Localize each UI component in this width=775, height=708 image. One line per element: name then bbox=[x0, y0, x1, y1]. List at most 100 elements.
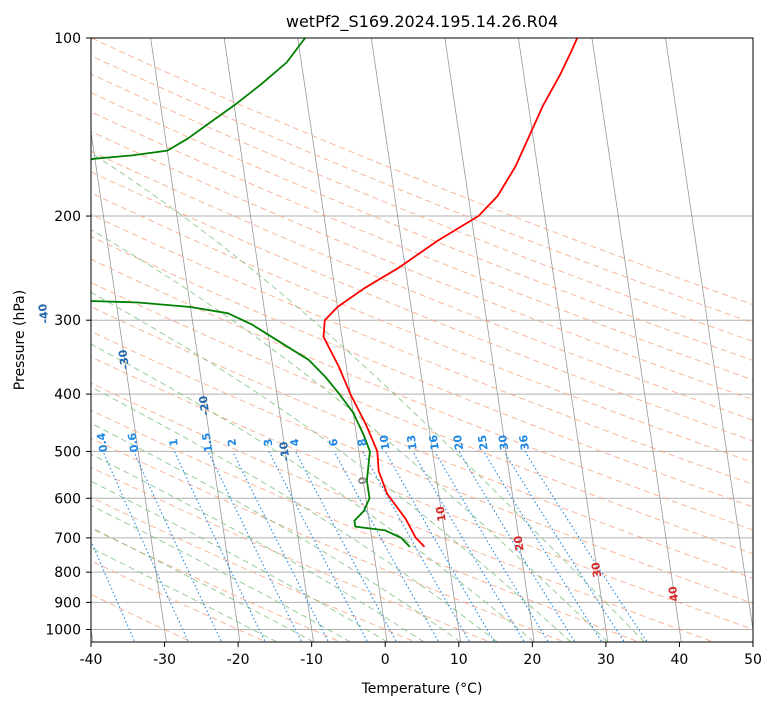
isotherm-label: 20 bbox=[512, 535, 527, 552]
y-tick-label: 600 bbox=[54, 491, 81, 507]
y-axis-ticks: 100 200 300 400 500 600 700 800 900 1000 bbox=[45, 31, 91, 638]
mixing-ratio-label: 0.6 bbox=[125, 432, 141, 454]
dry-adiabat-line bbox=[91, 356, 753, 631]
mixing-ratio-line bbox=[412, 451, 525, 642]
mixing-ratio-label: 10 bbox=[377, 434, 392, 451]
isotherm-label: -10 bbox=[277, 440, 293, 462]
y-tick-label: 700 bbox=[54, 531, 81, 547]
moist-adiabat-line bbox=[91, 152, 645, 642]
dry-adiabat-line bbox=[91, 466, 492, 642]
isotherm-line bbox=[91, 129, 167, 642]
skewed-isotherms bbox=[91, 38, 753, 642]
mixing-ratio-line bbox=[268, 451, 369, 642]
y-tick-label: 900 bbox=[54, 595, 81, 611]
y-tick-label: 800 bbox=[54, 565, 81, 581]
chart-title: wetPf2_S169.2024.195.14.26.R04 bbox=[286, 12, 558, 32]
mixing-ratio-label: 4 bbox=[288, 437, 302, 447]
mixing-ratio-label: 13 bbox=[405, 434, 420, 451]
dry-adiabat-line bbox=[91, 171, 753, 442]
moist-adiabats bbox=[91, 152, 645, 642]
moist-adiabat-line bbox=[91, 453, 425, 642]
isotherm-label: 0 bbox=[356, 476, 370, 486]
dry-adiabat-line bbox=[91, 92, 753, 361]
temperature-profile bbox=[322, 38, 579, 548]
isotherm-line bbox=[517, 38, 609, 642]
x-tick-label: -10 bbox=[300, 652, 323, 668]
mixing-ratio-line bbox=[483, 451, 603, 642]
mixing-ratio-label: 20 bbox=[451, 434, 466, 451]
y-tick-label: 1000 bbox=[45, 622, 81, 638]
dry-adiabat-line bbox=[91, 150, 753, 421]
isotherm-label: -20 bbox=[197, 394, 213, 416]
x-axis-label: Temperature (°C) bbox=[361, 681, 483, 697]
x-tick-label: -40 bbox=[80, 652, 103, 668]
y-tick-label: 500 bbox=[54, 444, 81, 460]
mixing-ratio-line bbox=[503, 451, 626, 642]
dry-adiabat-line bbox=[91, 213, 753, 485]
isotherm-label: 40 bbox=[666, 585, 681, 602]
pressure-gridlines bbox=[91, 38, 753, 630]
y-axis-label: Pressure (hPa) bbox=[12, 290, 28, 390]
isotherm-label: 30 bbox=[589, 561, 604, 578]
mixing-ratio-label: 36 bbox=[517, 434, 532, 451]
mixing-ratio-label: 0.4 bbox=[95, 432, 111, 454]
moist-adiabat-line bbox=[91, 343, 535, 642]
dry-adiabat-line bbox=[91, 527, 342, 642]
dry-adiabat-line bbox=[91, 409, 641, 642]
y-tick-label: 100 bbox=[54, 31, 81, 47]
x-tick-label: -20 bbox=[227, 652, 250, 668]
dry-adiabat-line bbox=[91, 282, 753, 555]
x-tick-label: 30 bbox=[597, 652, 615, 668]
mixing-ratio-line bbox=[207, 451, 303, 642]
moist-adiabat-line bbox=[91, 291, 572, 642]
x-axis-ticks: -40 -30 -20 -10 0 10 20 30 40 50 bbox=[80, 642, 762, 668]
x-tick-label: 20 bbox=[523, 652, 541, 668]
x-tick-label: 0 bbox=[381, 652, 390, 668]
mixing-ratio-label: 25 bbox=[476, 434, 491, 451]
isotherm-line bbox=[370, 38, 462, 642]
isotherm-label: 10 bbox=[434, 505, 449, 522]
isotherm-line bbox=[297, 38, 388, 642]
moist-adiabat-line bbox=[91, 386, 498, 642]
mixing-ratio-line bbox=[133, 451, 223, 642]
dry-adiabat-line bbox=[91, 560, 268, 642]
mixing-ratio-line bbox=[173, 451, 267, 642]
dry-adiabat-line bbox=[91, 330, 753, 605]
mixing-ratio-label: 16 bbox=[427, 434, 442, 451]
x-tick-label: 10 bbox=[450, 652, 468, 668]
mixing-ratio-line bbox=[434, 451, 550, 642]
mixing-ratio-line bbox=[384, 451, 496, 642]
dry-adiabats bbox=[91, 38, 753, 642]
plot-frame bbox=[90, 37, 754, 643]
dry-adiabat-line bbox=[91, 235, 753, 508]
x-tick-label: -30 bbox=[153, 652, 176, 668]
moist-adiabat-line bbox=[91, 422, 461, 642]
dry-adiabat-line bbox=[91, 55, 753, 324]
dewpoint-profile bbox=[91, 38, 411, 548]
y-tick-label: 400 bbox=[54, 387, 81, 403]
mixing-ratio-line bbox=[524, 451, 648, 642]
dry-adiabat-line bbox=[91, 382, 716, 642]
mixing-ratio-label: 1 bbox=[167, 438, 181, 447]
mixing-ratio-label: 6 bbox=[327, 437, 341, 447]
y-tick-label: 200 bbox=[54, 209, 81, 225]
isotherm-line bbox=[444, 38, 535, 642]
dry-adiabat-line bbox=[91, 437, 566, 642]
isotherm-label: -30 bbox=[116, 348, 132, 370]
moist-adiabat-line bbox=[91, 480, 388, 642]
mixing-ratio-line bbox=[458, 451, 576, 642]
mixing-ratio-label: 30 bbox=[496, 434, 511, 451]
isotherm-label: -40 bbox=[36, 303, 52, 325]
mixing-ratio-line bbox=[232, 451, 330, 642]
mixing-ratio-lines bbox=[91, 451, 648, 642]
moist-adiabat-line bbox=[91, 547, 277, 642]
background-line-labels: -100-90-80-70-60-50-40-30-20-10010203040… bbox=[36, 303, 681, 603]
isotherm-line bbox=[223, 38, 314, 642]
x-tick-label: 40 bbox=[671, 652, 689, 668]
x-tick-label: 50 bbox=[744, 652, 762, 668]
moist-adiabat-line bbox=[91, 229, 609, 642]
mixing-ratio-label: 8 bbox=[355, 438, 369, 447]
isotherm-line bbox=[150, 38, 241, 642]
mixing-ratio-label: 1.5 bbox=[200, 432, 216, 453]
